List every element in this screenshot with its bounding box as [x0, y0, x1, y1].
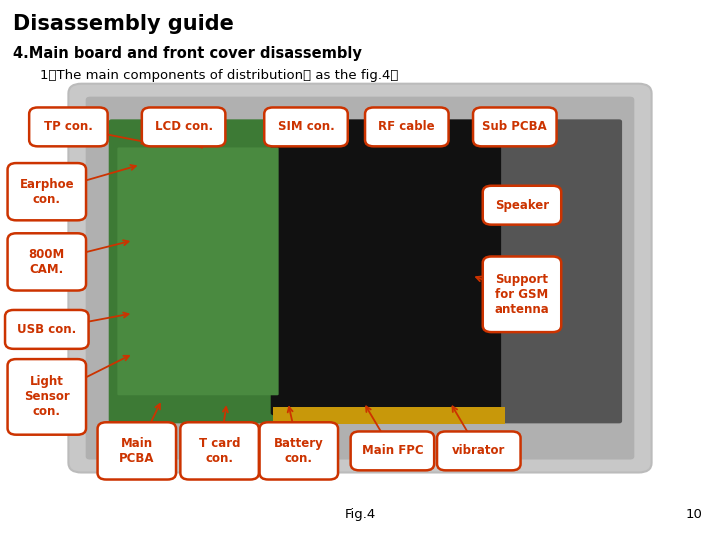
FancyBboxPatch shape: [260, 422, 338, 480]
Text: Battery
con.: Battery con.: [274, 437, 324, 465]
FancyBboxPatch shape: [97, 422, 176, 480]
Text: Light
Sensor
con.: Light Sensor con.: [24, 375, 70, 418]
Text: USB con.: USB con.: [17, 323, 76, 336]
FancyBboxPatch shape: [117, 147, 279, 395]
FancyBboxPatch shape: [86, 97, 634, 460]
FancyBboxPatch shape: [473, 107, 557, 146]
Text: Main FPC: Main FPC: [361, 444, 423, 457]
Text: Sub PCBA: Sub PCBA: [482, 120, 547, 133]
Text: 10: 10: [685, 508, 702, 521]
FancyBboxPatch shape: [482, 256, 562, 332]
FancyBboxPatch shape: [142, 107, 225, 146]
FancyBboxPatch shape: [365, 107, 449, 146]
FancyBboxPatch shape: [29, 107, 108, 146]
Text: vibrator: vibrator: [452, 444, 505, 457]
FancyBboxPatch shape: [437, 431, 521, 470]
FancyBboxPatch shape: [109, 119, 287, 423]
Text: Fig.4: Fig.4: [344, 508, 376, 521]
FancyBboxPatch shape: [273, 407, 505, 424]
Text: 4.Main board and front cover disassembly: 4.Main board and front cover disassembly: [13, 46, 362, 61]
FancyBboxPatch shape: [5, 310, 89, 349]
Text: SIM con.: SIM con.: [278, 120, 334, 133]
Text: 800M
CAM.: 800M CAM.: [29, 248, 65, 276]
FancyBboxPatch shape: [501, 119, 622, 423]
Text: T card
con.: T card con.: [199, 437, 240, 465]
FancyBboxPatch shape: [7, 233, 86, 291]
FancyBboxPatch shape: [351, 431, 434, 470]
Text: LCD con.: LCD con.: [155, 120, 212, 133]
Text: RF cable: RF cable: [379, 120, 435, 133]
FancyBboxPatch shape: [7, 359, 86, 435]
FancyBboxPatch shape: [7, 163, 86, 220]
Text: 1）The main components of distribution， as the fig.4；: 1）The main components of distribution， a…: [40, 69, 398, 82]
Text: Earphoe
con.: Earphoe con.: [19, 178, 74, 206]
Text: Support
for GSM
antenna: Support for GSM antenna: [495, 273, 549, 316]
Text: Main
PCBA: Main PCBA: [119, 437, 155, 465]
FancyBboxPatch shape: [482, 186, 562, 225]
Text: Disassembly guide: Disassembly guide: [13, 14, 234, 33]
Text: TP con.: TP con.: [44, 120, 93, 133]
FancyBboxPatch shape: [181, 422, 259, 480]
FancyBboxPatch shape: [68, 84, 652, 472]
Text: Speaker: Speaker: [495, 199, 549, 212]
FancyBboxPatch shape: [271, 119, 507, 415]
FancyBboxPatch shape: [264, 107, 348, 146]
